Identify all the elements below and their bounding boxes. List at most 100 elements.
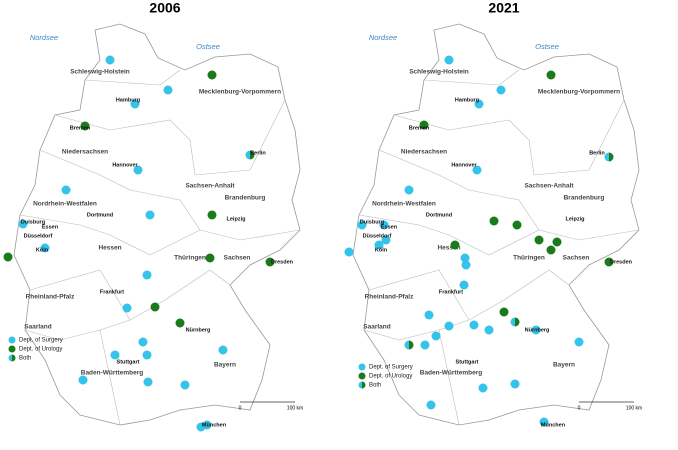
city-label: Stuttgart <box>117 359 140 365</box>
city-label: Köln <box>375 247 388 253</box>
city-label: Leipzig <box>566 216 585 222</box>
legend-label: Dept. of Urology <box>369 374 412 380</box>
urology-dot <box>207 210 217 220</box>
state-label: Rheinland-Pfalz <box>26 294 76 301</box>
state-border <box>378 149 470 191</box>
legend-label: Dept. of Surgery <box>19 338 63 344</box>
city-label: Berlin <box>250 150 266 156</box>
both-dot-half <box>409 340 414 350</box>
surgery-dot <box>143 377 153 387</box>
state-label: Saarland <box>363 324 390 331</box>
state-border <box>368 269 570 321</box>
state-label: Schleswig-Holstein <box>409 69 469 76</box>
surgery-dot <box>138 337 148 347</box>
surgery-dot <box>374 240 384 250</box>
state-border <box>448 229 540 256</box>
state-label: Sachsen <box>563 255 590 262</box>
city-label: Hannover <box>451 162 477 168</box>
both-dot-half <box>8 354 12 362</box>
state-border <box>358 214 450 236</box>
surgery-dot <box>344 247 354 257</box>
legend: Dept. of Surgery Dept. of Urology Both <box>358 363 413 389</box>
urology-dot <box>546 70 556 80</box>
surgery-dot <box>459 280 469 290</box>
urology-dot <box>175 318 185 328</box>
urology-dot <box>207 70 217 80</box>
both-dot-half <box>362 381 366 389</box>
sea-label: Ostsee <box>196 42 220 51</box>
surgery-dot <box>61 185 71 195</box>
legend-swatch <box>8 336 16 344</box>
surgery-dot <box>122 303 132 313</box>
city-label: Frankfurt <box>100 289 124 295</box>
legend-label: Dept. of Surgery <box>369 365 413 371</box>
state-label: Sachsen <box>224 255 251 262</box>
state-label: Baden-Württemberg <box>420 370 483 377</box>
state-label: Niedersachsen <box>401 149 447 156</box>
city-label: Düsseldorf <box>363 233 392 239</box>
sea-label: Nordsee <box>30 33 58 42</box>
surgery-dot <box>110 350 120 360</box>
surgery-dot <box>426 400 436 410</box>
urology-dot <box>265 257 275 267</box>
urology-dot <box>512 220 522 230</box>
urology-dot <box>489 216 499 226</box>
surgery-dot <box>130 99 140 109</box>
legend-label: Both <box>369 383 381 389</box>
urology-dot <box>604 257 614 267</box>
surgery-dot <box>469 320 479 330</box>
surgery-dot <box>133 165 143 175</box>
state-border <box>29 269 231 321</box>
urology-dot <box>80 121 90 131</box>
state-border <box>194 99 286 176</box>
city-label: München <box>202 422 227 428</box>
urology-dot <box>419 120 429 130</box>
city-label: Hannover <box>112 162 138 168</box>
surgery-dot <box>142 270 152 280</box>
panel-title: 2021 <box>488 0 519 16</box>
state-border <box>393 114 535 176</box>
state-label: Niedersachsen <box>62 149 108 156</box>
surgery-dot <box>472 165 482 175</box>
city-label: Essen <box>42 224 59 230</box>
scale-label: 100 km <box>287 405 303 411</box>
state-border <box>84 69 181 86</box>
city-label: Duisburg <box>360 219 384 225</box>
surgery-dot <box>105 55 115 65</box>
state-label: Thüringen <box>174 255 206 262</box>
state-border <box>54 114 196 176</box>
legend: Dept. of Surgery Dept. of Urology Both <box>8 336 63 362</box>
surgery-dot <box>420 340 430 350</box>
city-label: Hamburg <box>116 97 140 103</box>
state-border <box>19 214 111 236</box>
both-dot-half <box>250 150 255 160</box>
urology-dot <box>450 240 460 250</box>
state-label: Baden-Württemberg <box>81 370 144 377</box>
surgery-dot <box>404 185 414 195</box>
state-label: Thüringen <box>513 255 545 262</box>
state-label: Sachsen-Anhalt <box>524 183 574 190</box>
surgery-dot <box>357 220 367 230</box>
surgery-dot <box>40 243 50 253</box>
state-label: Brandenburg <box>225 195 266 202</box>
surgery-dot <box>78 375 88 385</box>
state-label: Brandenburg <box>564 195 605 202</box>
surgery-dot <box>18 219 28 229</box>
surgery-dot <box>460 253 470 263</box>
state-border <box>533 99 625 176</box>
panel-title: 2006 <box>149 0 180 16</box>
surgery-dot <box>180 380 190 390</box>
state-border <box>423 69 520 86</box>
city-label: Bremen <box>409 125 430 131</box>
urology-dot <box>205 253 215 263</box>
sea-label: Nordsee <box>369 33 397 42</box>
state-label: Nordrhein-Westfalen <box>372 201 436 208</box>
state-label: Bayern <box>214 362 236 369</box>
city-label: Berlin <box>589 150 605 156</box>
state-border <box>438 329 460 426</box>
surgery-dot <box>145 210 155 220</box>
surgery-dot <box>218 345 228 355</box>
surgery-dot <box>474 99 484 109</box>
legend-swatch <box>8 345 16 353</box>
urology-dot <box>499 307 509 317</box>
